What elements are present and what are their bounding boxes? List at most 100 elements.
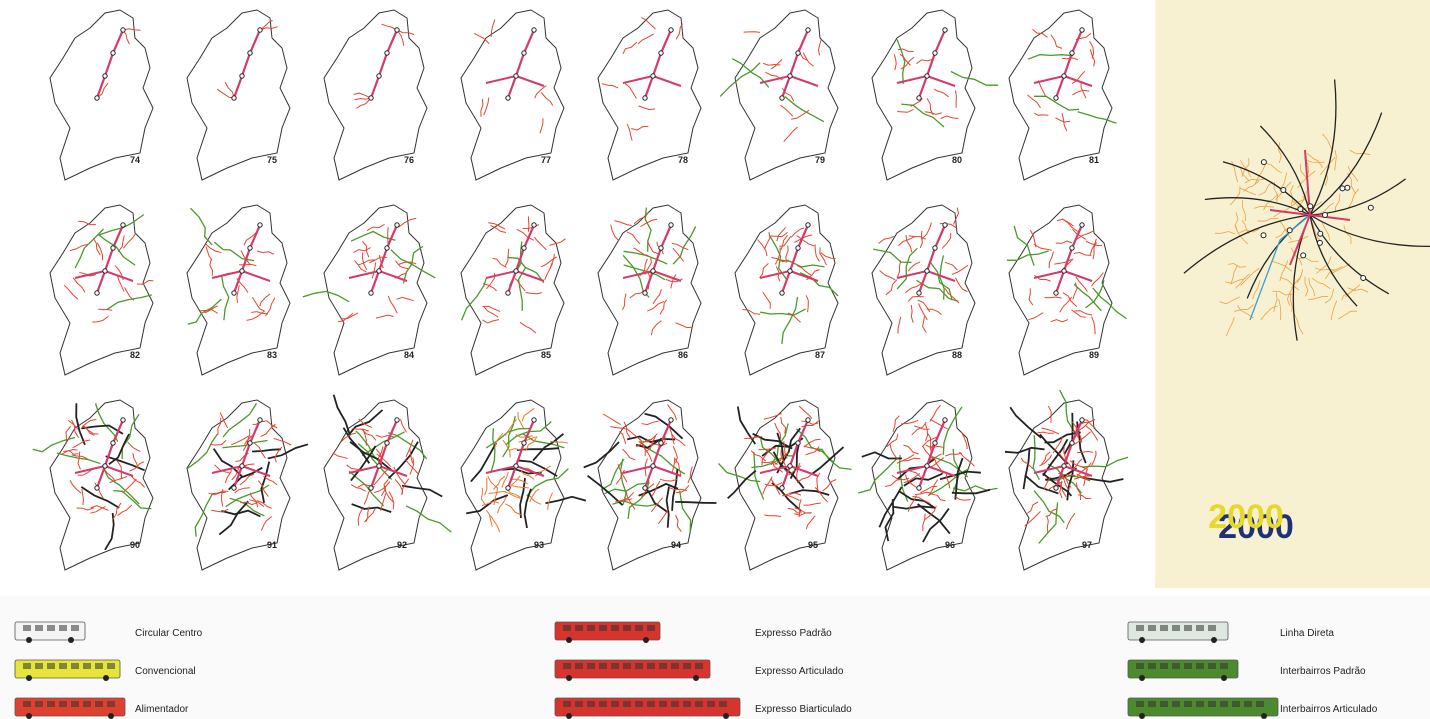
trunk-line [74, 465, 134, 477]
route [395, 260, 409, 270]
city-outline [186, 9, 291, 181]
bus-window [695, 701, 703, 707]
route [187, 298, 222, 325]
route [362, 240, 370, 258]
terminal [231, 95, 237, 101]
route [545, 495, 587, 505]
route [896, 454, 915, 464]
map-year: 84 [404, 350, 414, 360]
metro-line [1259, 125, 1311, 216]
route [520, 470, 535, 480]
bus-window [35, 701, 43, 707]
terminal [1053, 95, 1059, 101]
city-outline [597, 399, 702, 571]
route [104, 512, 115, 551]
legend-label: Interbairros Articulado [1280, 704, 1378, 715]
bus-wheel [643, 637, 649, 643]
route [373, 481, 391, 493]
route [209, 259, 214, 276]
map-year: 90 [130, 540, 140, 550]
route [922, 446, 933, 459]
route [260, 423, 276, 438]
route [1219, 296, 1240, 305]
route [490, 225, 507, 234]
route [123, 232, 137, 249]
route [460, 278, 487, 321]
map: 83 [186, 204, 291, 376]
route [504, 248, 510, 267]
route [263, 475, 278, 486]
route [770, 232, 788, 238]
bus-window [1148, 701, 1156, 707]
route [647, 300, 665, 312]
route [1314, 267, 1336, 271]
terminal [94, 290, 100, 296]
route [116, 274, 125, 292]
route [396, 29, 405, 46]
route [517, 459, 558, 477]
route [231, 435, 250, 446]
route [619, 491, 635, 502]
route [1059, 389, 1076, 434]
route [626, 435, 662, 443]
terminal [642, 485, 648, 491]
terminal [247, 50, 253, 56]
route [1291, 199, 1306, 214]
route [220, 274, 230, 321]
route [933, 88, 949, 98]
route [924, 424, 929, 442]
route [1241, 200, 1246, 222]
route [803, 445, 821, 453]
route [525, 436, 538, 451]
highlight-panel [1155, 0, 1430, 588]
legend-label: Linha Direta [1280, 628, 1334, 639]
route [779, 235, 792, 247]
bus-window [1136, 663, 1144, 669]
route [1345, 284, 1361, 298]
route [211, 508, 229, 513]
route [90, 506, 106, 514]
terminal [1307, 203, 1314, 210]
terminal [1061, 73, 1067, 79]
route [1214, 231, 1236, 235]
route [490, 428, 496, 473]
route [633, 247, 649, 257]
route [72, 277, 86, 293]
route [770, 478, 781, 495]
route [507, 256, 545, 284]
route [527, 216, 530, 232]
route [1304, 276, 1309, 297]
route [497, 496, 507, 514]
route [1027, 54, 1074, 60]
route [1091, 316, 1096, 335]
route [380, 479, 389, 497]
route [586, 474, 624, 506]
route [356, 97, 372, 109]
route [505, 503, 521, 516]
route [124, 287, 135, 301]
route [1013, 225, 1035, 266]
route [1297, 170, 1316, 189]
route [1349, 149, 1371, 156]
city-outline [871, 9, 976, 181]
trunk-line [1033, 270, 1093, 282]
route [234, 487, 251, 494]
bus-window [71, 701, 79, 707]
metro-line [1309, 178, 1406, 216]
route [622, 448, 636, 461]
terminal [658, 440, 664, 446]
route [1072, 89, 1090, 96]
map-year: 86 [678, 350, 688, 360]
route [921, 222, 932, 240]
route [260, 516, 273, 531]
route [954, 90, 957, 108]
legend-label: Convencional [135, 666, 196, 677]
route [112, 502, 122, 520]
route [1230, 265, 1238, 285]
bus-window [1172, 701, 1180, 707]
route [944, 288, 960, 304]
route [955, 277, 968, 293]
route [760, 308, 807, 316]
terminal [505, 290, 511, 296]
route [774, 247, 781, 265]
